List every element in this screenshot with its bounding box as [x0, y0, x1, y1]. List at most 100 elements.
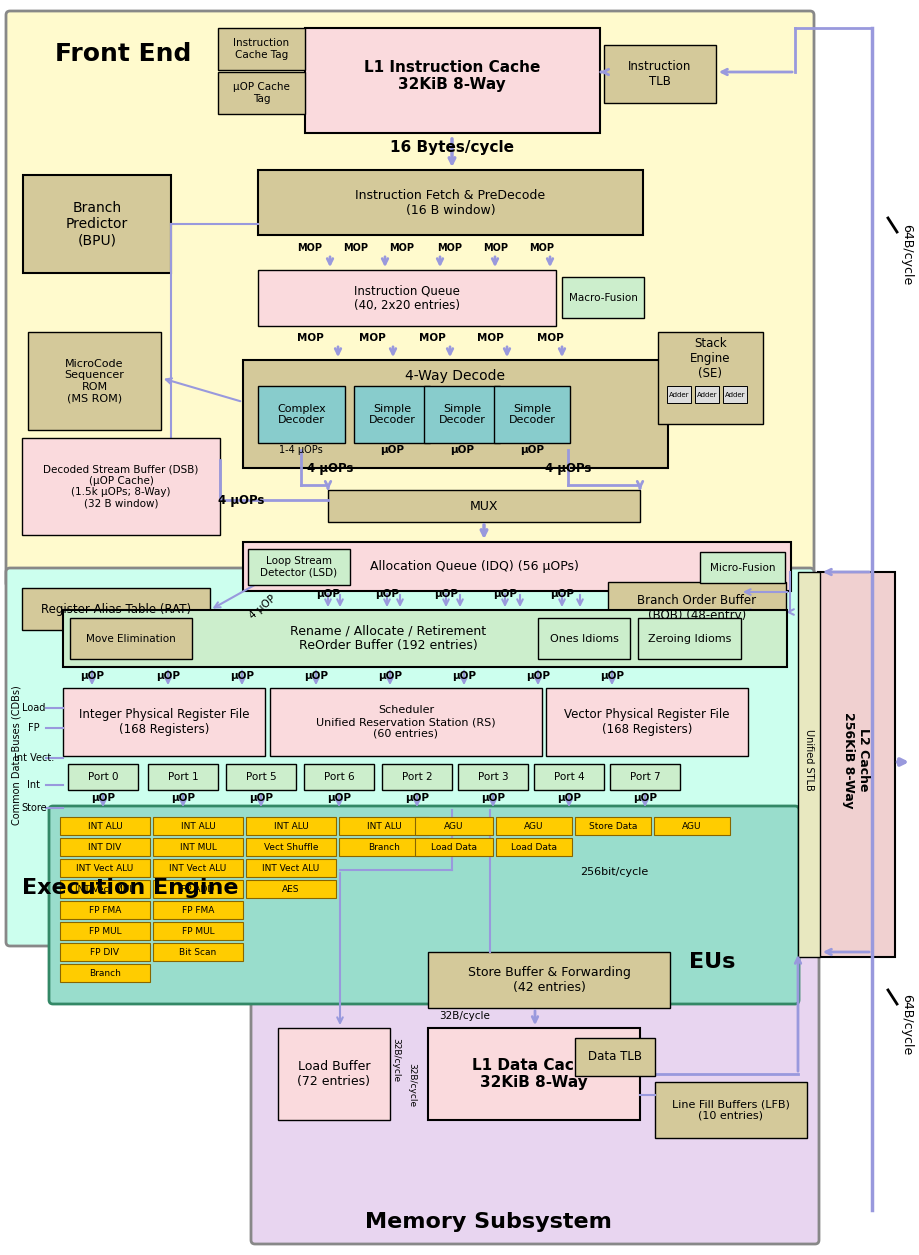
Text: Store Data: Store Data [588, 822, 637, 831]
Text: MOP: MOP [476, 333, 503, 343]
Text: µOP: µOP [519, 446, 543, 456]
Bar [60, 880, 150, 899]
Text: Port 7: Port 7 [629, 772, 660, 782]
Text: INT Vect ALU: INT Vect ALU [262, 863, 319, 872]
Text: FP MUL: FP MUL [88, 926, 121, 935]
Bar [722, 387, 746, 403]
Bar [381, 764, 451, 789]
Text: Stack
Engine
(SE): Stack Engine (SE) [689, 336, 730, 379]
Text: 4 µOP: 4 µOP [248, 594, 278, 621]
Bar [60, 943, 150, 961]
Text: FP: FP [28, 723, 40, 733]
Text: 32B/cycle: 32B/cycle [391, 1038, 400, 1082]
Bar [68, 764, 138, 789]
Bar [22, 438, 220, 535]
Text: Macro-Fusion: Macro-Fusion [568, 292, 637, 302]
Text: MOP: MOP [296, 333, 323, 343]
Text: MOP: MOP [343, 243, 369, 254]
Text: AGU: AGU [524, 822, 543, 831]
Text: INT ALU: INT ALU [87, 822, 122, 831]
Bar [494, 387, 570, 443]
Text: MOP: MOP [536, 333, 562, 343]
Bar [245, 817, 335, 835]
Bar [153, 901, 243, 919]
Text: µOP: µOP [315, 589, 340, 599]
Bar [427, 1028, 640, 1119]
Text: Port 4: Port 4 [553, 772, 584, 782]
FancyBboxPatch shape [6, 11, 813, 587]
Text: µOP: µOP [556, 793, 581, 803]
Bar [60, 858, 150, 877]
Bar [414, 838, 493, 856]
Bar [574, 817, 651, 835]
Text: 4 µOPs: 4 µOPs [218, 493, 264, 507]
Bar [62, 688, 265, 756]
Bar [562, 277, 643, 318]
Text: 4-Way Decode: 4-Way Decode [405, 369, 505, 383]
Text: µOP Cache
Tag: µOP Cache Tag [233, 82, 289, 104]
Bar [148, 764, 218, 789]
Text: µOP: µOP [451, 671, 475, 681]
Text: FP FMA: FP FMA [89, 906, 121, 915]
Bar [62, 610, 786, 666]
Bar [424, 387, 499, 443]
Text: µOP: µOP [632, 793, 656, 803]
Text: FP DIV: FP DIV [90, 948, 119, 956]
Text: µOP: µOP [249, 793, 273, 803]
Bar [328, 489, 640, 522]
Bar [604, 45, 715, 103]
Text: MOP: MOP [358, 333, 385, 343]
Bar [458, 764, 528, 789]
Bar [243, 542, 790, 591]
Bar [533, 764, 604, 789]
Text: L2 Cache
256KiB 8-Way: L2 Cache 256KiB 8-Way [841, 712, 869, 808]
Text: Integer Physical Register File
(168 Registers): Integer Physical Register File (168 Regi… [79, 708, 249, 735]
Bar [248, 548, 349, 585]
Text: Load Buffer
(72 entries): Load Buffer (72 entries) [297, 1060, 370, 1088]
Text: MOP: MOP [418, 333, 445, 343]
Text: µOP: µOP [378, 671, 402, 681]
Text: Move Elimination: Move Elimination [86, 634, 176, 644]
Text: MOP: MOP [389, 243, 414, 254]
Text: Vector Physical Register File
(168 Registers): Vector Physical Register File (168 Regis… [563, 708, 729, 735]
Text: Load Data: Load Data [510, 842, 556, 851]
Bar [22, 589, 210, 630]
Bar [607, 582, 785, 634]
Text: µOP: µOP [526, 671, 550, 681]
Text: INT DIV: INT DIV [88, 842, 121, 851]
Text: Line Fill Buffers (LFB)
(10 entries): Line Fill Buffers (LFB) (10 entries) [672, 1099, 789, 1121]
Text: Data TLB: Data TLB [587, 1050, 641, 1063]
Bar [226, 764, 296, 789]
Bar [245, 838, 335, 856]
Text: Rename / Allocate / Retirement
ReOrder Buffer (192 entries): Rename / Allocate / Retirement ReOrder B… [289, 624, 485, 653]
Text: Store Buffer & Forwarding
(42 entries): Store Buffer & Forwarding (42 entries) [467, 966, 630, 994]
Text: µOP: µOP [230, 671, 254, 681]
Bar [609, 764, 679, 789]
Bar [653, 817, 729, 835]
Text: Port 0: Port 0 [87, 772, 119, 782]
Text: L1 Instruction Cache
32KiB 8-Way: L1 Instruction Cache 32KiB 8-Way [363, 60, 539, 92]
Text: Bit Scan: Bit Scan [179, 948, 216, 956]
Text: Micro-Fusion: Micro-Fusion [709, 562, 775, 572]
Bar [538, 617, 630, 659]
Text: µOP: µOP [80, 671, 104, 681]
Bar [153, 880, 243, 899]
Text: Vect Shuffle: Vect Shuffle [264, 842, 318, 851]
Bar [637, 617, 740, 659]
Text: Port 3: Port 3 [477, 772, 508, 782]
Text: µOP: µOP [481, 793, 505, 803]
Bar [657, 333, 762, 424]
Bar [338, 838, 428, 856]
Bar [666, 387, 690, 403]
Text: Int Vect.: Int Vect. [14, 753, 54, 763]
Bar [60, 901, 150, 919]
Text: 64B/cycle: 64B/cycle [900, 225, 913, 286]
Bar [654, 1082, 806, 1138]
Text: Adder: Adder [724, 392, 744, 398]
Text: FP ADD: FP ADD [181, 885, 214, 894]
Text: Branch: Branch [368, 842, 400, 851]
Bar [495, 838, 572, 856]
Text: Allocation Queue (IDQ) (56 µOPs): Allocation Queue (IDQ) (56 µOPs) [369, 560, 578, 572]
Text: µOP: µOP [303, 671, 328, 681]
Text: Complex
Decoder: Complex Decoder [277, 404, 325, 425]
